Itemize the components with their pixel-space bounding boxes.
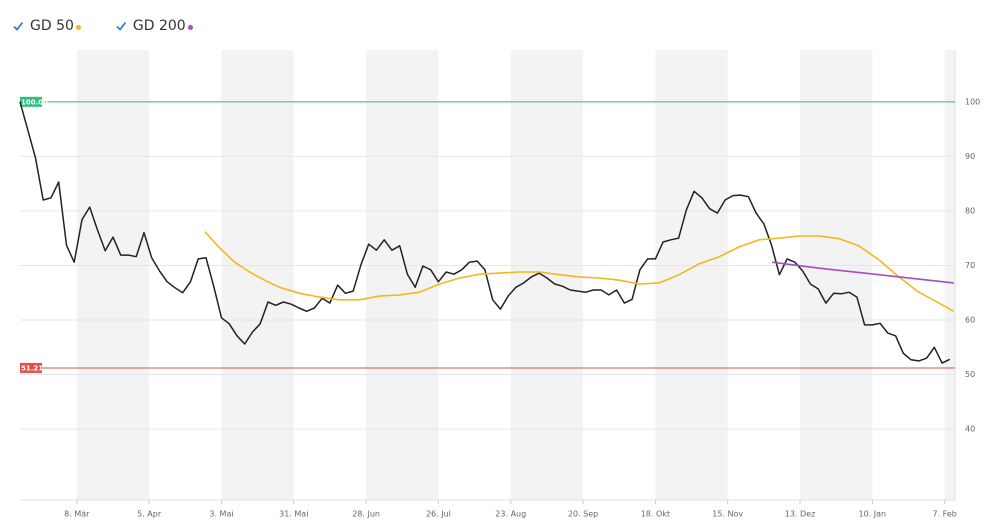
- reference-label: 51.21: [21, 364, 43, 372]
- y-tick-label: 90: [965, 152, 975, 161]
- x-tick-label: 10. Jan: [859, 510, 887, 519]
- legend-label: GD 200: [133, 18, 193, 34]
- period-band: [76, 50, 150, 500]
- reference-label: 100.00: [21, 98, 48, 106]
- x-tick-label: 13. Dez: [785, 510, 816, 519]
- period-band: [366, 50, 439, 500]
- legend-label: GD 50: [30, 18, 81, 34]
- x-tick-label: 26. Jul: [426, 510, 451, 519]
- x-tick-label: 15. Nov: [712, 510, 743, 519]
- x-tick-label: 8. Mär: [64, 510, 90, 519]
- y-tick-label: 50: [965, 370, 975, 379]
- x-tick-label: 5. Apr: [137, 510, 162, 519]
- legend-item[interactable]: GD 200: [115, 18, 193, 34]
- period-band: [944, 50, 955, 500]
- series-line: [204, 231, 955, 312]
- series-line: [19, 101, 951, 364]
- legend-dot: [187, 25, 193, 30]
- y-tick-label: 100: [965, 97, 980, 106]
- x-tick-label: 3. Mai: [209, 510, 233, 519]
- x-tick-label: 28. Jun: [352, 510, 380, 519]
- y-tick-label: 40: [965, 425, 975, 434]
- period-band: [510, 50, 584, 500]
- y-tick-label: 70: [965, 261, 975, 270]
- y-tick-label: 60: [965, 316, 975, 325]
- period-band: [655, 50, 728, 500]
- x-tick-label: 23. Aug: [495, 510, 526, 519]
- period-band: [800, 50, 873, 500]
- x-tick-label: 18. Okt: [641, 510, 670, 519]
- x-tick-label: 20. Sep: [568, 510, 598, 519]
- series-line: [771, 261, 954, 284]
- checkbox[interactable]: [115, 20, 127, 32]
- period-band: [221, 50, 294, 500]
- x-tick-label: 31. Mai: [279, 510, 308, 519]
- reference-label-bg: [20, 96, 42, 107]
- legend-dot: [75, 25, 81, 30]
- checkbox[interactable]: [12, 20, 24, 32]
- legend-item[interactable]: GD 50: [12, 18, 81, 34]
- reference-label-bg: [20, 362, 42, 373]
- x-tick-label: 7. Feb: [932, 510, 956, 519]
- legend: GD 50 GD 200: [12, 18, 193, 34]
- y-tick-label: 80: [965, 206, 975, 215]
